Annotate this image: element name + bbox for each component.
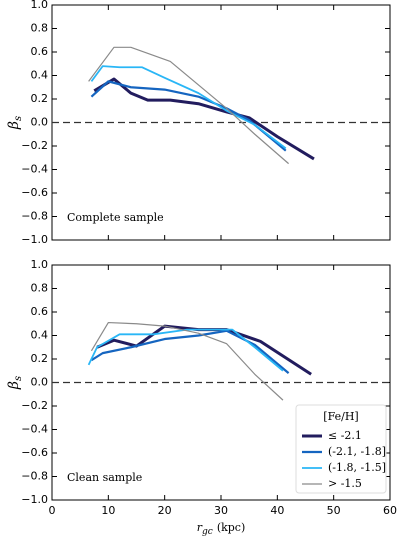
panel-annotation: Complete sample [67,211,164,224]
y-label-symbol: β [6,121,22,130]
y-axis-label: βs [6,376,24,390]
x-tick-label: 40 [270,504,284,517]
legend-label: (-2.1, -1.8] [328,445,386,458]
series-line [90,65,287,150]
x-tick-label: 10 [101,504,115,517]
y-tick-label: 0.0 [31,376,49,389]
legend-title: [Fe/H] [323,410,358,423]
y-tick-label: −0.4 [21,163,48,176]
x-label-unit: (kpc) [217,521,245,534]
series-line [90,329,290,374]
x-label-symbol: r [197,521,203,534]
legend-label: > -1.5 [328,477,362,490]
series-line [87,328,284,372]
y-tick-label: −0.2 [21,399,48,412]
y-tick-label: 0.6 [31,45,49,58]
y-tick-label: −0.8 [21,470,48,483]
y-label-symbol: β [6,381,22,390]
y-axis-label: βs [6,116,24,130]
y-label-subscript: s [13,376,24,381]
legend-label: (-1.8, -1.5] [328,461,386,474]
y-tick-label: −0.8 [21,210,48,223]
y-tick-label: −0.4 [21,423,48,436]
x-tick-label: 60 [383,504,397,517]
legend-box [295,404,387,494]
legend-label: ≤ -2.1 [328,429,362,442]
y-tick-label: −0.6 [21,186,48,199]
series-line [88,46,289,165]
y-tick-label: 0.2 [31,92,49,105]
y-tick-label: −1.0 [21,233,48,246]
y-tick-label: 1.0 [31,0,49,11]
y-tick-label: 0.2 [31,352,49,365]
y-tick-label: −0.6 [21,446,48,459]
series-line [90,321,284,401]
x-tick-label: 30 [214,504,228,517]
x-tick-label: 0 [49,504,56,517]
y-tick-label: 0.6 [31,305,49,318]
series-line [96,324,312,376]
y-tick-label: 0.4 [31,69,49,82]
x-tick-label: 50 [327,504,341,517]
y-tick-label: 0.4 [31,329,49,342]
x-tick-label: 20 [158,504,172,517]
y-label-subscript: s [13,116,24,121]
y-tick-label: −1.0 [21,493,48,506]
y-tick-label: 0.0 [31,116,49,129]
panel-annotation: Clean sample [67,471,142,484]
x-axis-label: rgc (kpc) [197,521,246,537]
x-label-subscript: gc [202,527,213,537]
y-tick-label: 0.8 [31,282,49,295]
y-tick-label: 1.0 [31,258,49,271]
y-tick-label: 0.8 [31,22,49,35]
y-tick-label: −0.2 [21,139,48,152]
series-line [90,80,287,152]
